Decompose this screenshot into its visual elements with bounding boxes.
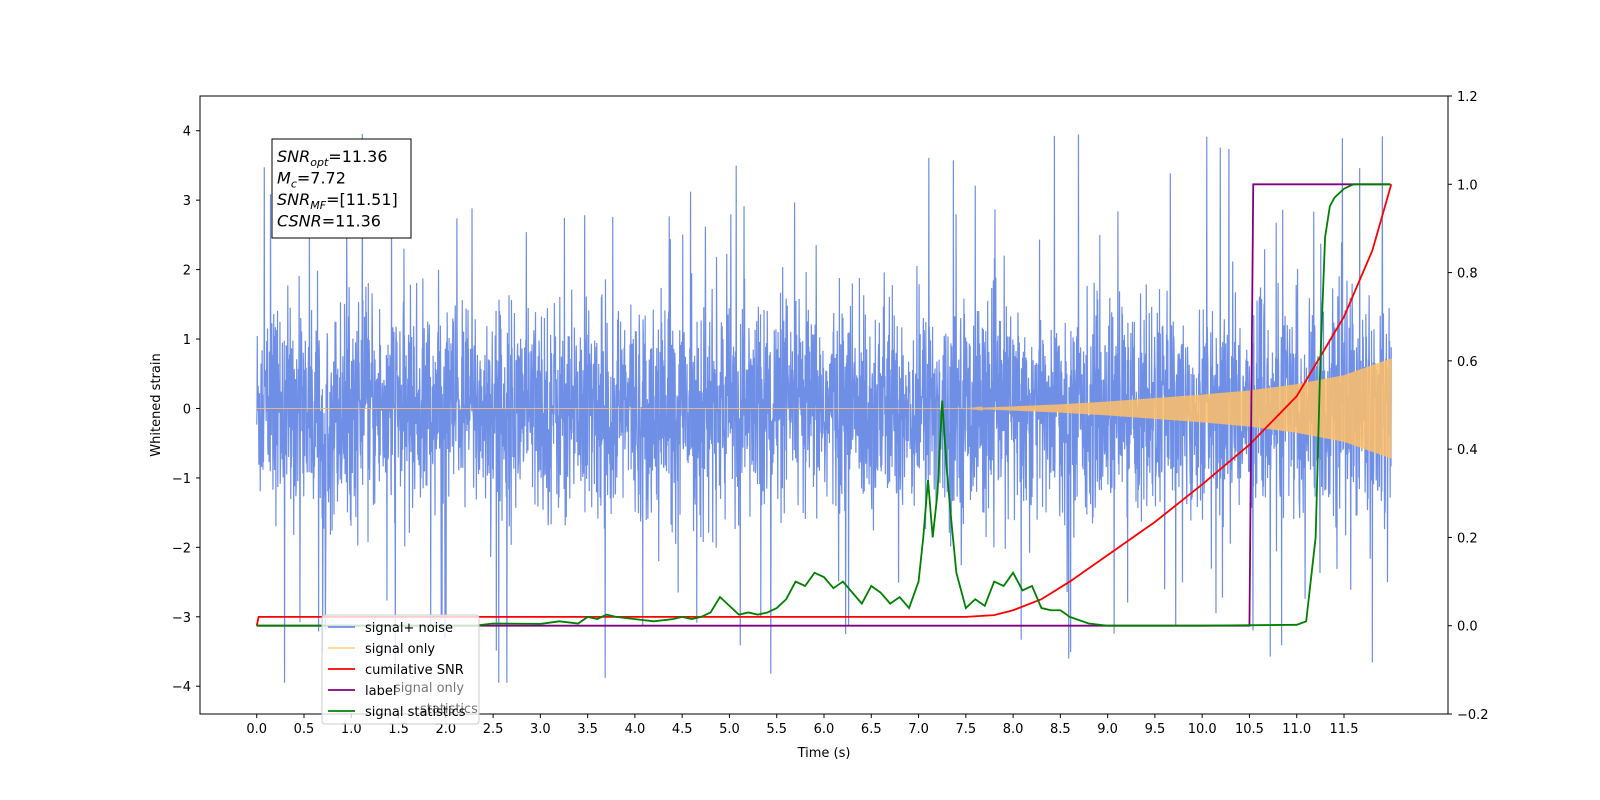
annotation-line: CSNR=11.36 [277, 212, 381, 231]
y2-tick-label: 0.4 [1457, 443, 1478, 458]
x-tick-label: 10.0 [1188, 722, 1217, 737]
y-tick-label: −3 [172, 611, 191, 626]
x-tick-label: 4.0 [625, 722, 646, 737]
y-axis-left: −4 −3 −2 −1 0 1 2 3 4 [172, 125, 200, 695]
x-axis: 0.0 0.5 1.0 1.5 2.0 2.5 3.0 3.5 4.0 4.5 5.0 5.5 6.0 6… [246, 714, 1358, 737]
x-tick-label: 11.5 [1330, 722, 1359, 737]
annotation-subscript: c [291, 178, 297, 191]
x-tick-label: 11.0 [1282, 722, 1311, 737]
y-tick-label: 1 [183, 333, 191, 348]
annotation-symbol: SNR [277, 147, 310, 166]
x-tick-label: 2.5 [483, 722, 504, 737]
y-tick-label: −2 [172, 541, 191, 556]
annotation-symbol: M [277, 169, 291, 188]
plot-area [255, 133, 1393, 683]
series-signal-statistics-line [256, 183, 1391, 627]
x-tick-label: 5.5 [766, 722, 787, 737]
x-tick-label: 10.5 [1235, 722, 1264, 737]
x-tick-label: 5.0 [719, 722, 740, 737]
y-axis-right: −0.2 0.0 0.2 0.4 0.6 0.8 1.0 1.2 [1448, 90, 1489, 723]
annotation-line: Mc=7.72 [277, 169, 346, 191]
x-tick-label: 0.0 [246, 722, 267, 737]
x-tick-label: 6.5 [861, 722, 882, 737]
y-tick-label: 0 [183, 402, 191, 417]
y2-tick-label: 0.0 [1457, 620, 1478, 635]
y-axis-label: Whitened strain [149, 353, 164, 456]
legend-overlay-text: statistics [420, 702, 478, 717]
y-tick-label: 2 [183, 264, 191, 279]
series-cumulative-snr-line [255, 184, 1393, 626]
legend: signal only statistics signal+ noise signal… [321, 614, 480, 725]
annotation-line: SNRMF=[11.51] [277, 190, 398, 212]
x-axis-label: Time (s) [797, 746, 851, 761]
y2-tick-label: 0.6 [1457, 355, 1478, 370]
y-tick-label: 3 [183, 194, 191, 209]
annotation-value: =11.36 [322, 212, 381, 231]
series-label-line [256, 183, 1391, 627]
y-tick-label: −4 [172, 680, 191, 695]
x-tick-label: 0.5 [294, 722, 315, 737]
y2-tick-label: 0.2 [1457, 531, 1478, 546]
y-tick-label: −1 [172, 472, 191, 487]
annotation-value: =11.36 [328, 147, 387, 166]
y2-tick-label: 0.8 [1457, 267, 1478, 282]
series-signal-noise-line [256, 133, 1392, 683]
legend-label: signal+ noise [365, 621, 453, 636]
legend-label: signal only [365, 642, 435, 657]
x-tick-label: 9.0 [1097, 722, 1118, 737]
y-tick-label: 4 [183, 125, 191, 140]
x-tick-label: 2.0 [435, 722, 456, 737]
annotation-box [271, 138, 412, 239]
stats-annotation: SNRopt=11.36Mc=7.72SNRMF=[11.51]CSNR=11.… [271, 138, 412, 239]
y2-tick-label: 1.0 [1457, 178, 1478, 193]
legend-overlay-text: signal only [394, 681, 464, 696]
x-tick-label: 1.0 [341, 722, 362, 737]
annotation-symbol: CSNR [277, 212, 322, 231]
x-tick-label: 1.5 [388, 722, 409, 737]
legend-label: cumilative SNR [365, 663, 464, 678]
annotation-value: =7.72 [297, 169, 346, 188]
annotation-subscript: opt [310, 156, 329, 169]
x-tick-label: 7.5 [955, 722, 976, 737]
x-tick-label: 7.0 [908, 722, 929, 737]
x-tick-label: 8.5 [1050, 722, 1071, 737]
legend-box [321, 614, 480, 725]
annotation-value: =[11.51] [326, 190, 398, 209]
legend-label: label [365, 684, 396, 699]
x-tick-label: 3.5 [577, 722, 598, 737]
annotation-symbol: SNR [277, 190, 310, 209]
x-tick-label: 9.5 [1145, 722, 1166, 737]
annotation-subscript: MF [310, 199, 326, 212]
series-signal-only-line [256, 358, 1392, 459]
x-tick-label: 6.0 [814, 722, 835, 737]
y2-tick-label: 1.2 [1457, 90, 1478, 105]
legend-label: signal statistics [365, 705, 466, 720]
y2-tick-label: −0.2 [1457, 708, 1489, 723]
annotation-line: SNRopt=11.36 [277, 147, 388, 169]
x-tick-label: 3.0 [530, 722, 551, 737]
x-tick-label: 8.0 [1003, 722, 1024, 737]
x-tick-label: 4.5 [672, 722, 693, 737]
